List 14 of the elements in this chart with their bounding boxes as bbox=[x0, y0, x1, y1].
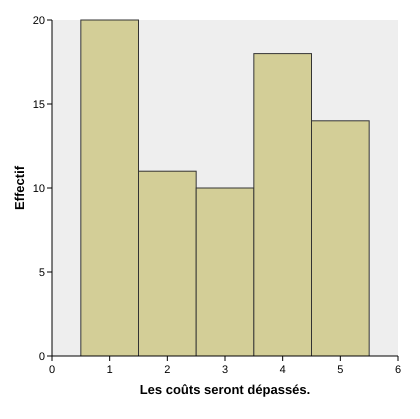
x-tick-label: 1 bbox=[106, 364, 113, 376]
x-tick-label: 3 bbox=[222, 364, 228, 376]
y-tick-label: 5 bbox=[38, 267, 45, 279]
x-axis-title: Les coûts seront dépassés. bbox=[140, 382, 310, 397]
y-tick-label: 0 bbox=[38, 351, 45, 363]
y-tick-label: 20 bbox=[32, 15, 45, 27]
y-tick-label: 15 bbox=[32, 99, 45, 111]
x-tick-label: 2 bbox=[164, 364, 170, 376]
x-tick-label: 0 bbox=[48, 364, 56, 376]
x-tick-label: 6 bbox=[394, 364, 402, 376]
y-axis-title: Effectif bbox=[12, 165, 27, 210]
x-tick-label: 4 bbox=[280, 364, 286, 376]
x-tick-label: 5 bbox=[337, 364, 344, 376]
y-tick-label: 10 bbox=[32, 183, 45, 195]
